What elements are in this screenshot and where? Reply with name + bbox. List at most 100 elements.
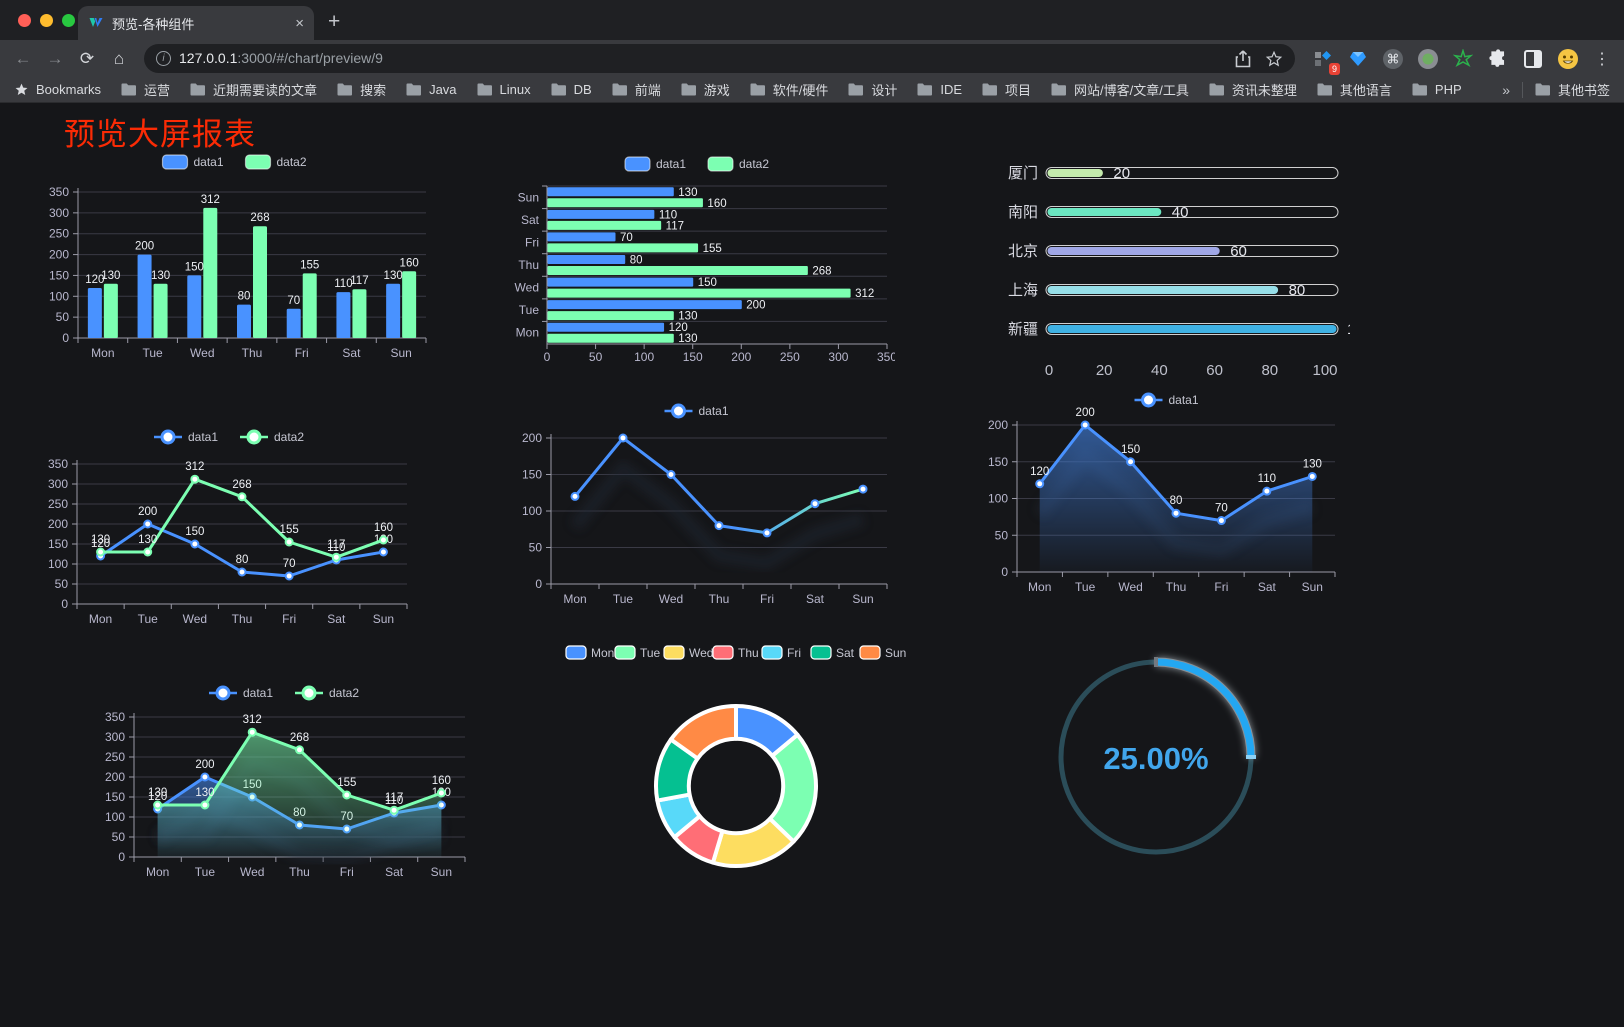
bookmark-folder[interactable]: 设计	[848, 80, 897, 99]
bookmark-folder-label: 运营	[144, 83, 171, 98]
tab-grid-extension-icon[interactable]: 9	[1311, 47, 1340, 75]
svg-text:Mon: Mon	[146, 865, 169, 879]
zoom-window-button[interactable]	[62, 14, 75, 27]
bookmark-folder[interactable]: PHP	[1412, 82, 1462, 97]
svg-text:70: 70	[283, 558, 296, 570]
bookmark-folder[interactable]: 近期需要读的文章	[190, 80, 317, 99]
green-star-extension-icon[interactable]	[1451, 47, 1475, 71]
svg-text:130: 130	[151, 270, 170, 282]
svg-text:312: 312	[855, 288, 874, 300]
svg-text:Thu: Thu	[518, 258, 539, 272]
back-icon[interactable]: ←	[14, 48, 32, 68]
bookmark-folder[interactable]: DB	[551, 82, 592, 97]
gem-extension-icon[interactable]	[1346, 47, 1370, 71]
svg-text:新疆: 新疆	[1008, 321, 1038, 338]
site-info-icon[interactable]: i	[156, 51, 171, 66]
browser-tab[interactable]: 预览-各种组件 ×	[78, 6, 314, 40]
chart-capsule-bar[interactable]: 厦门 20 南阳 40 北京 60 上海 80 新疆 100 0 20 40 60 80 100	[990, 153, 1372, 388]
svg-text:0: 0	[1001, 565, 1008, 579]
svg-text:130: 130	[678, 187, 697, 199]
svg-text:Sun: Sun	[373, 612, 394, 626]
forward-icon[interactable]: →	[46, 48, 64, 68]
svg-text:Tue: Tue	[142, 346, 163, 360]
svg-text:80: 80	[1170, 495, 1183, 507]
svg-text:Sun: Sun	[1302, 580, 1323, 594]
chart-progress-gauge[interactable]: 25.00%	[1048, 650, 1268, 870]
share-icon[interactable]	[1235, 49, 1251, 68]
home-icon[interactable]: ⌂	[113, 48, 125, 68]
chart-double-line[interactable]: data1 data2 0 50 100 150 200 250 300 350 Mon Tue Wed…	[45, 423, 415, 641]
svg-text:50: 50	[55, 577, 69, 591]
folder-icon	[982, 83, 998, 96]
bookmark-folder[interactable]: 游戏	[681, 80, 730, 99]
bookmark-folder[interactable]: Java	[406, 82, 457, 97]
browser-menu-icon[interactable]: ⋮	[1594, 50, 1610, 68]
bookmark-folder[interactable]: 软件/硬件	[750, 80, 828, 99]
close-window-button[interactable]	[18, 14, 31, 27]
svg-text:Tue: Tue	[1075, 580, 1096, 594]
bookmark-folder[interactable]: Linux	[477, 82, 531, 97]
bookmark-folder[interactable]: IDE	[917, 82, 962, 97]
svg-text:150: 150	[698, 277, 717, 289]
bookmark-folder[interactable]: 资讯未整理	[1209, 80, 1297, 99]
puzzle-extensions-icon[interactable]	[1486, 47, 1510, 71]
svg-text:80: 80	[238, 291, 251, 303]
svg-text:117: 117	[385, 792, 403, 804]
svg-text:Sat: Sat	[342, 346, 361, 360]
emoji-extension-icon[interactable]	[1556, 47, 1580, 71]
svg-text:100: 100	[105, 810, 125, 824]
svg-text:25.00%: 25.00%	[1103, 741, 1208, 776]
record-extension-icon[interactable]	[1416, 47, 1440, 71]
bookmark-folder-label: PHP	[1434, 82, 1462, 97]
other-bookmarks-folder[interactable]: 其他书签	[1535, 80, 1610, 99]
svg-text:130: 130	[195, 787, 214, 799]
preview-dashboard-page: 预览大屏报表 data1 data2 0 50 100 150 200 250 300 350 Mo…	[0, 103, 1624, 1027]
svg-text:200: 200	[1076, 407, 1095, 419]
svg-text:Mon: Mon	[1028, 580, 1051, 594]
svg-text:70: 70	[620, 232, 633, 244]
bookmark-star-icon[interactable]	[1265, 50, 1283, 68]
svg-text:250: 250	[105, 750, 125, 764]
svg-text:100: 100	[988, 492, 1008, 506]
bookmark-folder[interactable]: 运营	[121, 80, 170, 99]
svg-text:250: 250	[49, 227, 69, 241]
svg-text:130: 130	[138, 534, 157, 546]
reload-icon[interactable]: ⟳	[79, 48, 95, 68]
svg-text:Sat: Sat	[806, 592, 825, 606]
bookmark-folder[interactable]: 其他语言	[1317, 80, 1392, 99]
folder-icon	[681, 83, 696, 96]
svg-text:Sun: Sun	[431, 865, 452, 879]
svg-text:268: 268	[290, 732, 309, 744]
bookmark-folder[interactable]: 网站/博客/文章/工具	[1051, 80, 1189, 99]
bookmarks-root[interactable]: Bookmarks	[14, 82, 101, 97]
svg-text:268: 268	[250, 212, 269, 224]
svg-text:350: 350	[49, 185, 69, 199]
bookmark-folder[interactable]: 文件服务器	[1482, 80, 1483, 99]
svg-text:200: 200	[988, 418, 1008, 432]
address-bar[interactable]: i 127.0.0.1:3000/#/chart/preview/9	[144, 44, 1295, 73]
new-tab-button[interactable]: +	[328, 10, 341, 33]
svg-text:data1: data1	[1169, 393, 1199, 407]
chart-horizontal-bar[interactable]: data1 data2 0 50 100 150 200 250 300 350 Sun 130 160…	[505, 148, 897, 370]
chart-double-area-line[interactable]: data1 data2 0 50 100 150 200 250 300 350 Mon Tue Wed…	[100, 678, 470, 896]
command-extension-icon[interactable]: ⌘	[1381, 47, 1405, 71]
bookmark-folder[interactable]: 搜索	[337, 80, 386, 99]
tab-close-icon[interactable]: ×	[295, 14, 304, 32]
svg-text:Fri: Fri	[340, 865, 354, 879]
folder-icon	[1535, 83, 1550, 96]
bookmark-folder[interactable]: 项目	[982, 80, 1031, 99]
chart-gradient-line[interactable]: data1 0 50 100 150 200 Mon Tue Wed Thu Fri Sat Sun	[505, 398, 890, 616]
chart-donut-pie[interactable]: Mon Tue Wed Thu Fri Sat Sun	[560, 638, 916, 906]
svg-text:Tue: Tue	[640, 646, 661, 660]
svg-text:50: 50	[995, 528, 1009, 542]
bookmark-folder[interactable]: 前端	[612, 80, 661, 99]
bookmarks-overflow-icon[interactable]: »	[1502, 81, 1510, 98]
svg-text:Sat: Sat	[521, 213, 540, 227]
chart-grouped-bar[interactable]: data1 data2 0 50 100 150 200 250 300 350 Mon Tue Wed…	[40, 148, 435, 363]
svg-text:150: 150	[988, 455, 1008, 469]
svg-text:160: 160	[432, 775, 451, 787]
minimize-window-button[interactable]	[40, 14, 53, 27]
chart-single-area-line[interactable]: data1 0 50 100 150 200 Mon Tue Wed Thu Fri Sat Sun 12…	[985, 388, 1350, 606]
svg-text:80: 80	[1289, 282, 1306, 299]
split-view-icon[interactable]	[1521, 47, 1545, 71]
